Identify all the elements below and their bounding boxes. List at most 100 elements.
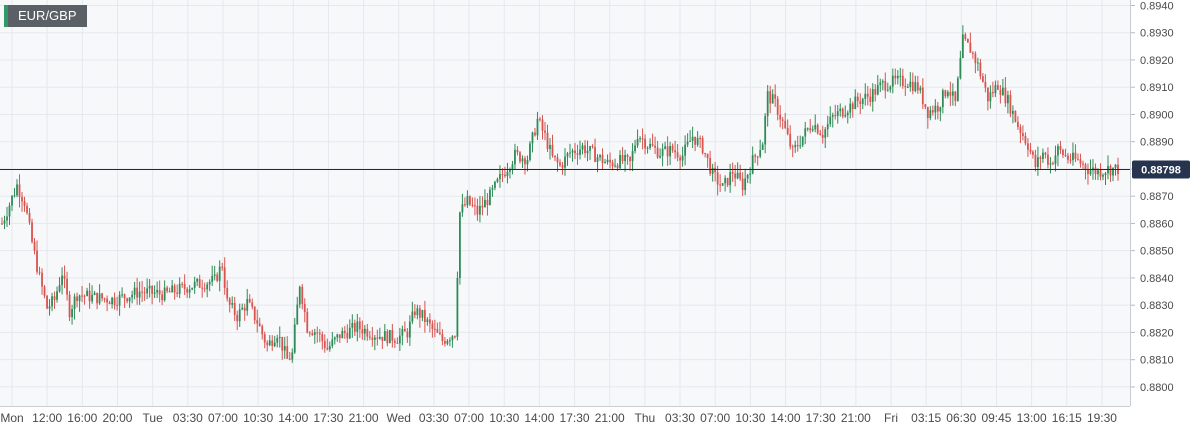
candle-body: [959, 58, 962, 79]
candle-body: [671, 146, 674, 151]
candle-body: [616, 165, 619, 169]
x-tick-label: 16:00: [67, 411, 97, 425]
candle-body: [391, 330, 394, 341]
candle-body: [188, 289, 191, 293]
candle-body: [1079, 159, 1082, 164]
candle-body: [516, 149, 519, 153]
candle-body: [774, 94, 777, 99]
candle-body: [814, 125, 817, 130]
candle-body: [626, 155, 629, 157]
candle-body: [481, 205, 484, 208]
candle-body: [619, 154, 621, 169]
candle-body: [46, 295, 48, 309]
symbol-badge[interactable]: EUR/GBP: [4, 5, 87, 27]
candle-body: [656, 147, 659, 158]
candle-body: [679, 157, 682, 161]
candle-body: [876, 85, 879, 95]
candle-body: [388, 330, 391, 344]
candle-body: [93, 292, 96, 295]
candle-body: [514, 149, 516, 165]
candle-body: [298, 286, 301, 305]
candle-body: [549, 144, 551, 149]
candle-body: [268, 340, 271, 346]
candle-body: [719, 184, 722, 186]
candle-body: [531, 132, 534, 144]
candle-body: [629, 156, 631, 162]
x-tick-label: 10:30: [489, 411, 519, 425]
candle-body: [764, 116, 767, 145]
candle-body: [914, 82, 917, 91]
candle-body: [56, 291, 58, 300]
candle-body: [479, 205, 481, 215]
candle-body: [198, 279, 201, 288]
x-tick-label: 07:00: [700, 411, 730, 425]
candle-body: [796, 144, 799, 147]
candle-body: [183, 284, 186, 289]
x-tick-label: 14:00: [771, 411, 801, 425]
candle-body: [824, 129, 827, 138]
y-tick-label: 0.8800: [1140, 382, 1174, 394]
candle-body: [1099, 170, 1102, 177]
candle-body: [208, 281, 211, 285]
candle-body: [128, 297, 131, 302]
candle-body: [296, 304, 299, 325]
y-tick-label: 0.8810: [1140, 355, 1174, 367]
candle-body: [621, 154, 624, 162]
candle-body: [151, 285, 154, 294]
candle-body: [996, 85, 999, 90]
candle-body: [418, 308, 421, 318]
y-tick-label: 0.8900: [1140, 109, 1174, 121]
candle-body: [731, 172, 734, 174]
candle-body: [243, 307, 246, 311]
candle-body: [504, 174, 506, 177]
candle-body: [866, 93, 869, 97]
candle-body: [609, 159, 611, 163]
candle-body: [173, 285, 176, 293]
candle-body: [961, 34, 964, 59]
candle-body: [541, 119, 544, 131]
candle-body: [301, 286, 304, 304]
candle-body: [6, 216, 8, 221]
candle-body: [654, 145, 656, 148]
candle-body: [706, 153, 709, 159]
candle-body: [821, 135, 824, 138]
candle-body: [664, 146, 666, 149]
candle-body: [1094, 167, 1097, 175]
candle-body: [431, 323, 434, 329]
candle-body: [1102, 174, 1104, 177]
candle-body: [589, 146, 591, 151]
candle-body: [649, 143, 651, 148]
x-tick-label: 21:00: [349, 411, 379, 425]
candle-body: [48, 306, 51, 309]
candle-body: [96, 292, 98, 304]
candle-body: [191, 287, 194, 290]
candle-body: [464, 204, 466, 206]
candle-body: [288, 358, 291, 360]
candle-body: [336, 334, 339, 338]
candle-body: [809, 128, 812, 131]
candle-body: [691, 136, 694, 141]
candle-body: [153, 292, 156, 294]
candle-body: [71, 309, 73, 318]
candle-body: [976, 62, 979, 64]
candle-body: [293, 324, 296, 353]
current-price-label-box: [1132, 160, 1190, 179]
candle-body: [1024, 136, 1027, 144]
current-price-marker: 0.88798: [0, 160, 1190, 179]
x-tick-label: 07:00: [454, 411, 484, 425]
candle-body: [641, 138, 644, 140]
candle-body: [784, 120, 787, 128]
candle-body: [894, 75, 897, 79]
candle-body: [213, 274, 216, 276]
candle-body: [606, 159, 609, 163]
y-tick-label: 0.8910: [1140, 82, 1174, 94]
candle-body: [614, 165, 616, 167]
candle-body: [624, 155, 626, 162]
candle-body: [551, 144, 554, 156]
candle-body: [423, 309, 426, 323]
candle-body: [909, 81, 912, 88]
candle-body: [799, 145, 802, 147]
candle-body: [939, 107, 942, 112]
candle-body: [133, 287, 136, 295]
candle-body: [1029, 149, 1032, 152]
